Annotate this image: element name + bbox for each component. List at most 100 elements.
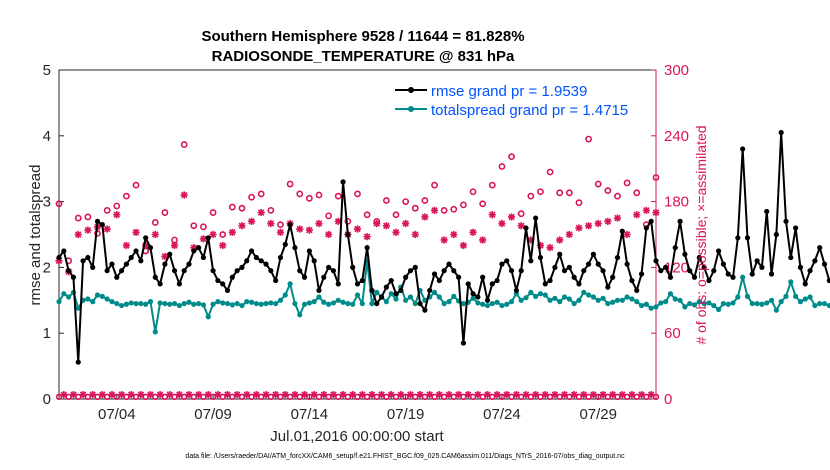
rmse-point xyxy=(75,359,81,365)
rmse-point xyxy=(330,268,337,274)
totalspread-point xyxy=(311,299,317,305)
rmse-point xyxy=(417,300,423,307)
rmse-point xyxy=(552,264,558,270)
obs-bottom-point xyxy=(522,391,530,399)
totalspread-line xyxy=(58,259,830,333)
rmse-point xyxy=(499,261,505,267)
obs-assimilated-point xyxy=(132,228,140,236)
x-tick-label: 07/29 xyxy=(579,406,617,423)
totalspread-point xyxy=(345,300,351,307)
totalspread-point xyxy=(287,281,293,287)
rmse-point xyxy=(547,277,553,284)
totalspread-point xyxy=(475,300,481,306)
y-left-tick-label: 4 xyxy=(43,128,51,145)
totalspread-point xyxy=(547,297,553,303)
totalspread-point xyxy=(585,292,592,298)
obs-assimilated-point xyxy=(517,222,525,230)
rmse-point xyxy=(359,277,365,284)
y-right-tick-label: 300 xyxy=(664,62,689,79)
obs-possible-point xyxy=(508,153,515,161)
chart-title-line1: Southern Hemisphere 9528 / 11644 = 81.82… xyxy=(201,28,524,45)
obs-possible-point xyxy=(382,197,390,204)
rmse-point xyxy=(595,261,601,267)
obs-bottom-point xyxy=(628,391,636,399)
obs-bottom-point xyxy=(397,391,405,399)
obs-assimilated-point xyxy=(55,257,63,265)
obs-bottom-point xyxy=(493,391,501,399)
rmse-point xyxy=(292,245,298,251)
series-obs-bottom xyxy=(55,391,660,401)
totalspread-point xyxy=(383,299,389,305)
obs-assimilated-point xyxy=(421,213,429,221)
totalspread-point xyxy=(460,300,467,307)
obs-bottom-point xyxy=(349,391,357,399)
obs-assimilated-point xyxy=(498,219,506,228)
obs-assimilated-point xyxy=(142,241,150,250)
legend-spread-marker xyxy=(408,106,414,112)
rmse-point xyxy=(114,274,120,280)
totalspread-point xyxy=(239,302,245,309)
totalspread-point xyxy=(711,302,717,309)
x-tick-label: 07/04 xyxy=(98,406,136,423)
totalspread-point xyxy=(118,302,125,309)
rmse-point xyxy=(335,281,341,287)
rmse-point xyxy=(109,261,115,267)
obs-possible-point xyxy=(527,192,535,200)
rmse-point xyxy=(725,271,731,277)
totalspread-point xyxy=(350,301,356,307)
rmse-point xyxy=(205,235,211,241)
totalspread-point xyxy=(768,297,775,303)
obs-possible-point xyxy=(267,206,275,214)
obs-possible-point xyxy=(74,214,82,222)
totalspread-point xyxy=(407,294,414,300)
obs-bottom-point xyxy=(310,391,318,399)
totalspread-point xyxy=(730,300,736,306)
totalspread-point xyxy=(316,294,322,300)
rmse-point xyxy=(504,258,510,264)
obs-bottom-point xyxy=(320,391,328,399)
obs-bottom-point xyxy=(560,391,569,399)
x-tick-label: 07/09 xyxy=(194,406,232,423)
rmse-point xyxy=(605,284,611,290)
totalspread-point xyxy=(706,300,712,306)
totalspread-point xyxy=(754,300,760,307)
totalspread-point xyxy=(229,302,235,308)
obs-possible-point xyxy=(402,198,410,205)
totalspread-point xyxy=(128,300,134,306)
totalspread-point xyxy=(518,297,524,303)
totalspread-point xyxy=(306,300,312,306)
rmse-point xyxy=(489,281,495,287)
rmse-point xyxy=(176,281,182,287)
totalspread-point xyxy=(292,300,298,307)
totalspread-point xyxy=(494,299,500,305)
totalspread-point xyxy=(330,300,337,306)
obs-bottom-point xyxy=(503,391,511,399)
obs-assimilated-point xyxy=(363,233,371,241)
totalspread-point xyxy=(152,329,158,335)
rmse-point xyxy=(590,251,597,257)
totalspread-point xyxy=(451,293,457,299)
rmse-point xyxy=(715,248,722,254)
obs-bottom-point xyxy=(455,391,463,399)
obs-bottom-point xyxy=(589,391,598,399)
totalspread-point xyxy=(783,293,789,299)
legend-rmse-label: rmse grand pr = 1.9539 xyxy=(431,83,587,100)
obs-possible-point xyxy=(594,180,602,188)
rmse-point xyxy=(441,268,447,274)
rmse-point xyxy=(701,264,707,270)
rmse-point xyxy=(282,241,288,247)
obs-assimilated-point xyxy=(584,222,593,230)
rmse-point xyxy=(143,235,149,241)
totalspread-point xyxy=(773,307,779,313)
rmse-point xyxy=(460,340,467,346)
rmse-point xyxy=(162,261,168,267)
obs-possible-point xyxy=(479,200,487,208)
rmse-point xyxy=(451,268,457,274)
obs-bottom-point xyxy=(483,391,492,399)
rmse-point xyxy=(691,274,698,280)
totalspread-point xyxy=(629,296,635,302)
rmse-point xyxy=(706,277,712,284)
rmse-point xyxy=(301,274,308,280)
rmse-point xyxy=(667,274,674,280)
rmse-point xyxy=(56,254,62,261)
